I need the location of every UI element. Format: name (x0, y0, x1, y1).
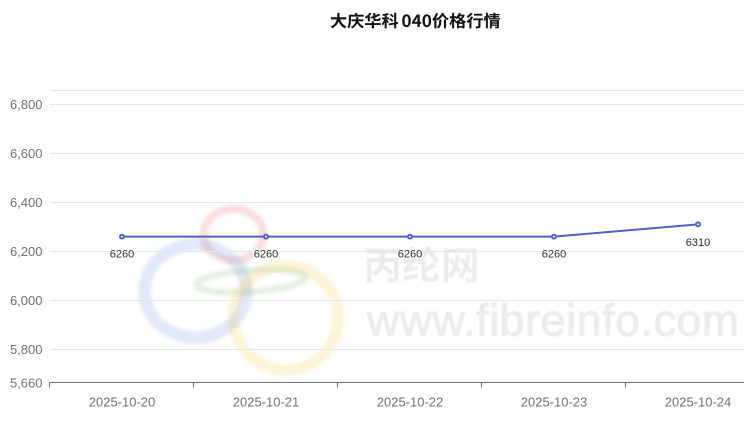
svg-text:6310: 6310 (686, 237, 710, 249)
svg-text:2025-10-23: 2025-10-23 (521, 395, 588, 410)
svg-text:6260: 6260 (254, 249, 278, 261)
svg-text:6,400: 6,400 (10, 195, 43, 210)
svg-text:2025-10-20: 2025-10-20 (89, 395, 156, 410)
svg-text:2025-10-24: 2025-10-24 (665, 395, 732, 410)
svg-text:5,800: 5,800 (10, 342, 43, 357)
svg-text:6260: 6260 (110, 249, 134, 261)
svg-text:5,660: 5,660 (10, 375, 43, 390)
svg-text:www.fibreinfo.com: www.fibreinfo.com (366, 297, 739, 346)
svg-text:6,200: 6,200 (10, 244, 43, 259)
svg-text:6260: 6260 (398, 249, 422, 261)
svg-text:6,000: 6,000 (10, 293, 43, 308)
svg-text:2025-10-21: 2025-10-21 (233, 395, 300, 410)
svg-text:6,600: 6,600 (10, 146, 43, 161)
svg-text:2025-10-22: 2025-10-22 (377, 395, 444, 410)
svg-text:6260: 6260 (542, 249, 566, 261)
svg-text:6,800: 6,800 (10, 97, 43, 112)
